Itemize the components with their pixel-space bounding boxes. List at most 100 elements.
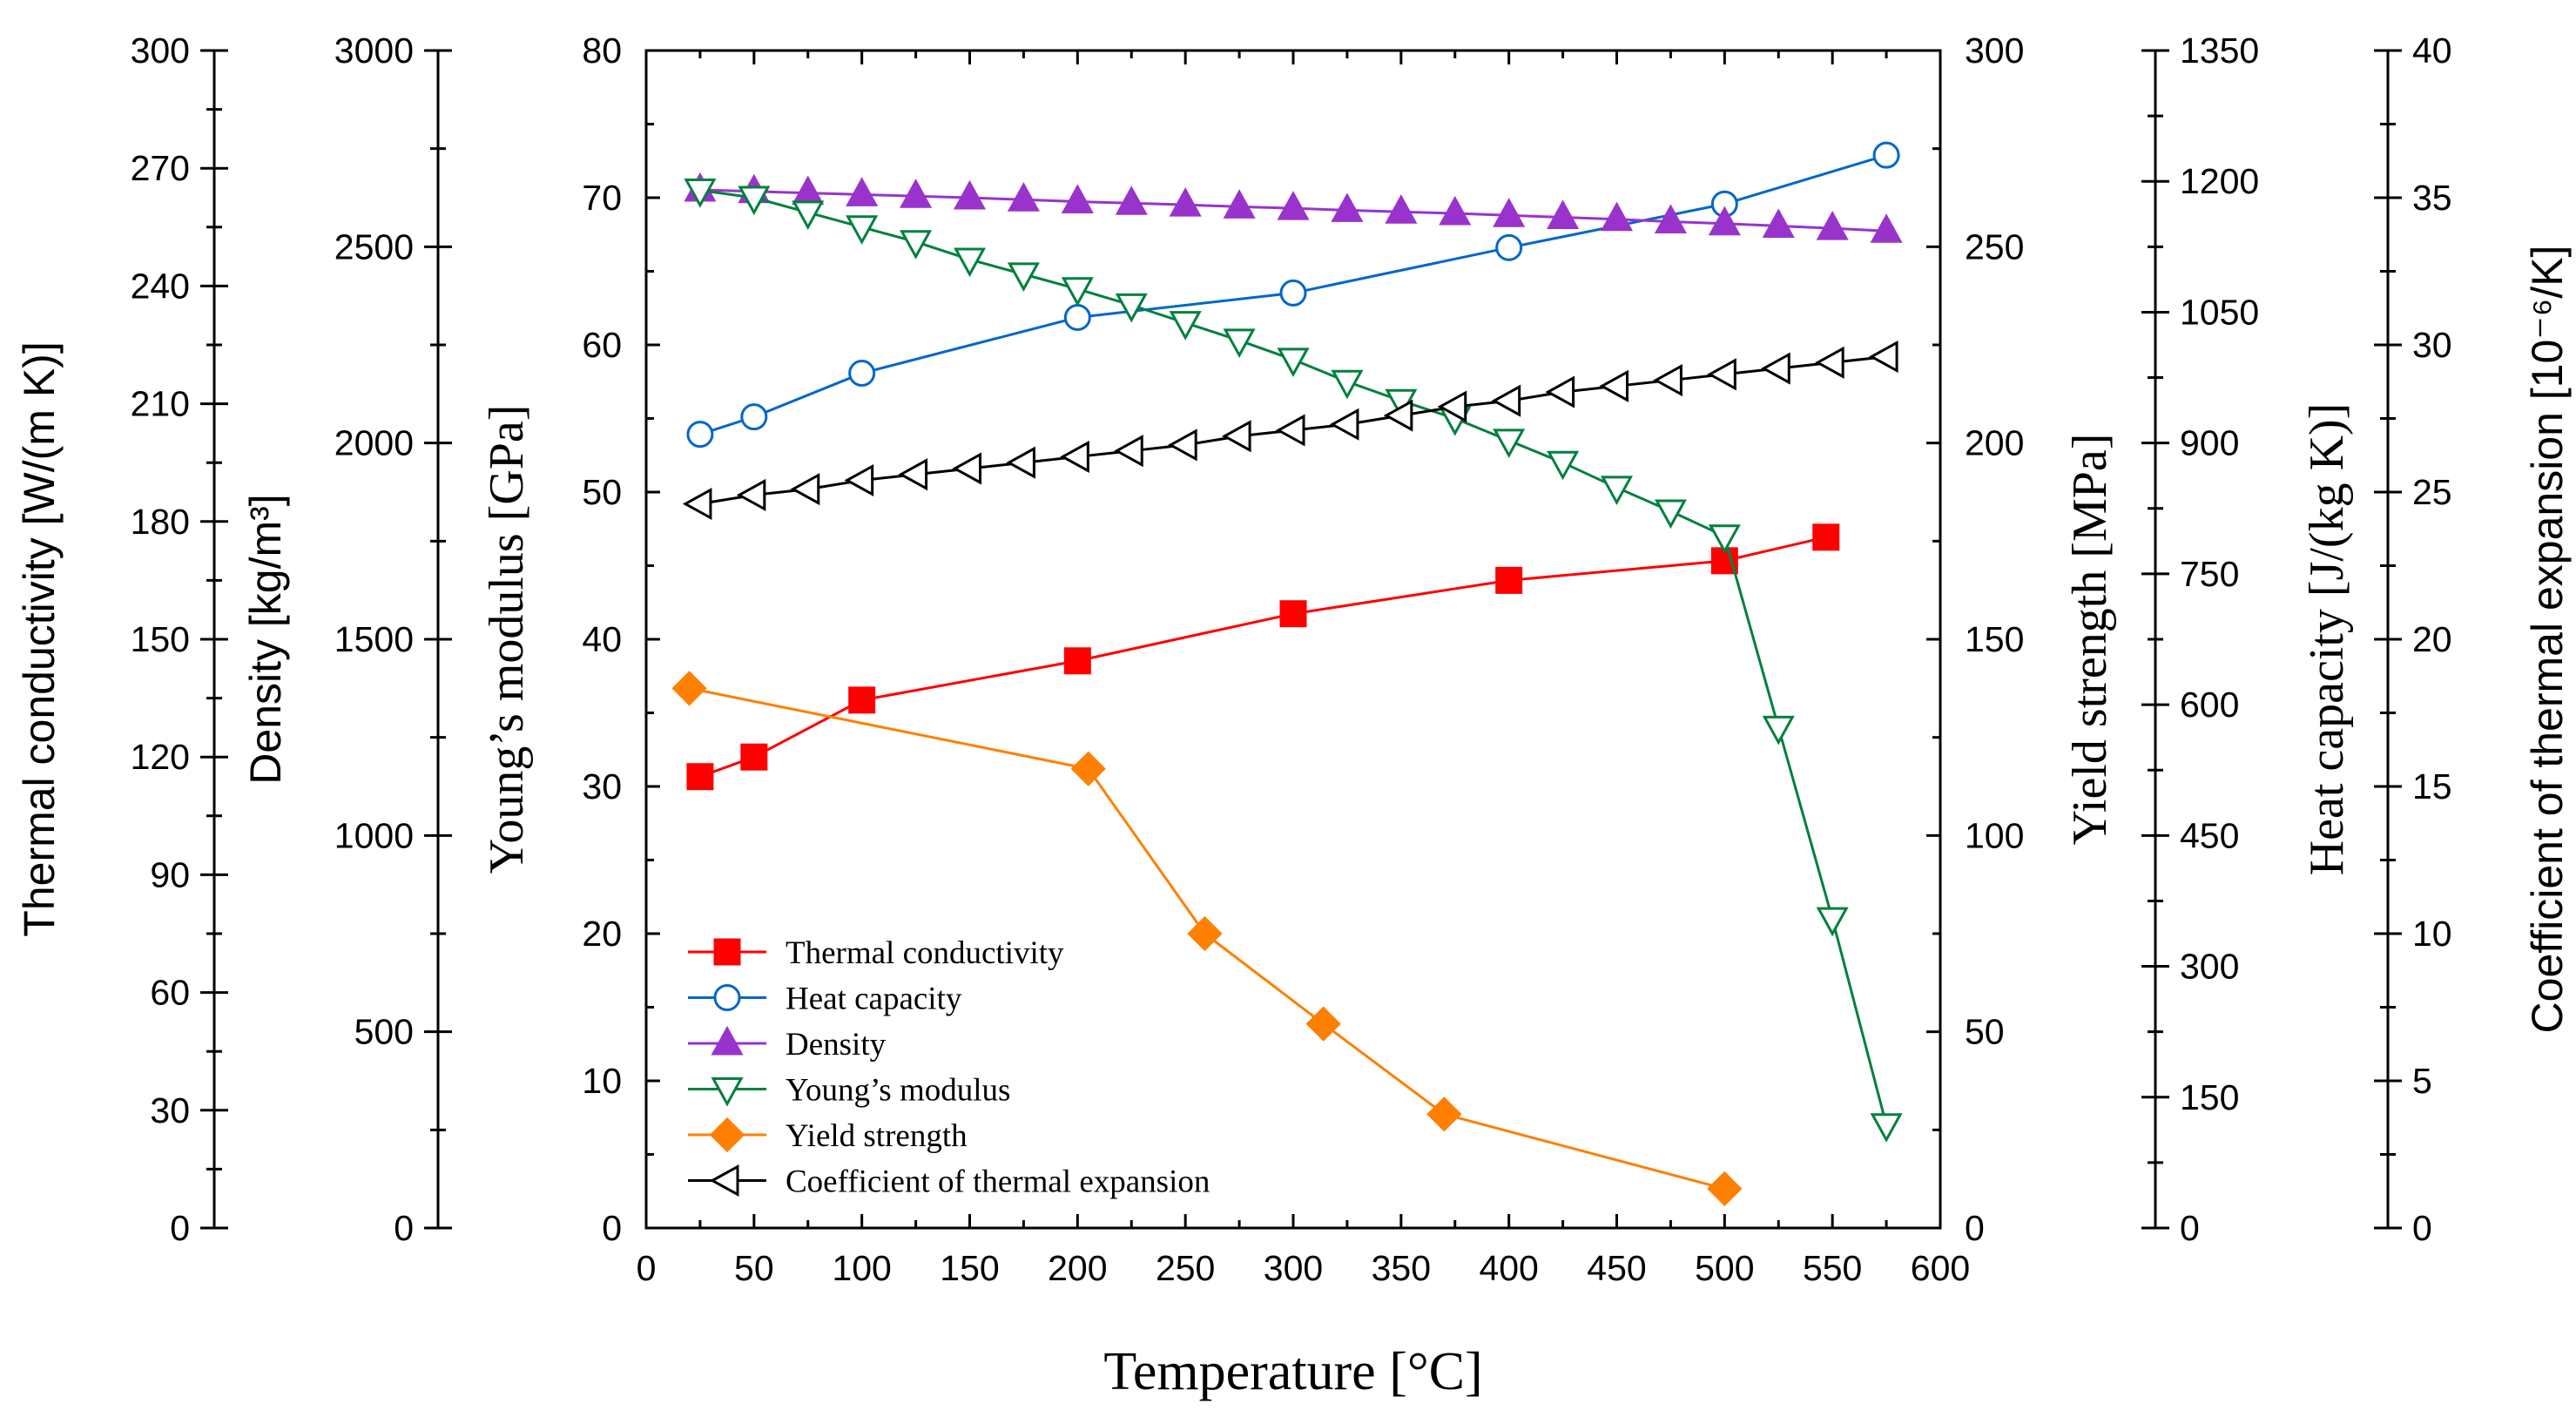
data-point-cte [1491,384,1521,417]
data-point-rho [953,179,987,210]
legend-item: Yield strength [688,1117,968,1154]
y-tick-label-ys: 300 [1965,30,2024,71]
y-tick-label-E: 80 [582,30,622,71]
data-point-E [1654,499,1687,530]
data-point-rho [1277,191,1310,220]
x-tick-label: 550 [1803,1248,1862,1288]
data-point-E [1547,450,1580,481]
y-axis-title-ys: Yield strength [MPa] [2063,434,2117,846]
data-point-rho [1816,211,1849,240]
series-line-ys [689,686,1725,1191]
x-tick-label: 450 [1587,1248,1646,1288]
data-point-E [738,186,771,216]
data-point-cte [1815,346,1844,379]
x-tick-label: 200 [1048,1248,1107,1288]
data-point-cp [686,421,714,449]
x-tick-label: 500 [1695,1248,1754,1288]
data-point-E [1600,476,1634,506]
data-point-cte [790,473,820,506]
y-tick-label-E: 20 [582,914,622,954]
data-point-cte [1761,352,1790,385]
data-point-rho [1654,204,1687,233]
data-point-cte [1383,399,1413,432]
y-tick-label-cp: 0 [2180,1208,2200,1248]
y-tick-label-tc: 240 [131,266,190,306]
data-point-cte [1060,440,1089,473]
y-axis-title-tc: Thermal conductivity [W/(m K)] [15,341,64,936]
legend-item: Thermal conductivity [688,935,1064,971]
data-point-ys [1707,1171,1743,1207]
data-point-cte [1437,390,1467,423]
data-point-rho [900,179,933,208]
y-tick-label-ys: 100 [1965,815,2024,855]
series-layer [671,141,1903,1207]
data-point-cte [1707,358,1736,391]
y-tick-label-E: 70 [582,178,622,218]
data-point-rho [1385,194,1418,224]
y-tick-label-rho: 1500 [334,619,414,659]
y-tick-label-tc: 270 [131,148,190,188]
data-point-E [1870,1113,1903,1143]
y-tick-label-cte: 15 [2412,766,2452,806]
series-tc [686,523,1840,791]
y-tick-label-E: 0 [602,1208,622,1248]
legend-marker [709,1117,745,1153]
data-point-cte [1599,369,1629,402]
data-point-E [1816,907,1849,937]
data-point-rho [1708,206,1741,236]
y-tick-label-E: 50 [582,472,622,512]
data-point-cp [848,360,876,388]
y-tick-label-cp: 600 [2180,685,2239,725]
y-axis-title-rho: Density [kg/m³] [241,494,290,784]
data-point-rho [792,175,825,206]
y-tick-label-cte: 5 [2412,1061,2432,1101]
legend-marker [711,1025,744,1056]
data-point-rho [1762,208,1795,238]
data-point-cte [844,463,874,497]
data-point-E [1708,524,1741,554]
y-tick-label-E: 40 [582,619,622,659]
y-tick-label-cte: 10 [2412,914,2452,954]
y-tick-label-tc: 90 [150,854,190,894]
y-tick-label-rho: 3000 [334,30,414,71]
legend-label: Young’s modulus [786,1073,1010,1109]
data-point-cte [1168,428,1197,462]
data-point-rho [1223,189,1256,219]
x-axis-title: Temperature [°C] [1103,1342,1482,1401]
y-tick-label-cp: 300 [2180,947,2239,987]
y-tick-label-tc: 60 [150,973,190,1013]
axes-layer: 0 50 100 150 200 250 300 350 400 450 500 550 600Temp… [15,30,2572,1401]
legend-label: Heat capacity [786,982,962,1017]
y-tick-label-rho: 0 [394,1208,414,1248]
series-line-tc [699,536,1827,779]
y-tick-label-cte: 30 [2412,325,2452,365]
data-point-tc [1063,647,1091,675]
y-tick-label-cp: 450 [2180,815,2239,855]
y-tick-label-E: 60 [582,325,622,365]
data-point-cte [1275,414,1305,447]
data-point-rho [1061,184,1094,214]
y-tick-label-cte: 0 [2412,1208,2432,1248]
data-point-cte [1114,435,1143,468]
legend-marker [709,1164,739,1198]
y-tick-label-cte: 35 [2412,178,2452,218]
y-tick-label-tc: 30 [150,1090,190,1130]
y-axis-title-cte: Coefficient of thermal expansion [10⁻⁶/K… [2523,246,2572,1034]
y-tick-label-tc: 150 [131,619,190,659]
y-tick-label-cp: 1350 [2180,30,2259,71]
data-point-cp [1063,303,1091,331]
data-point-rho [1007,182,1040,212]
data-point-ys [671,671,707,706]
x-tick-label: 250 [1156,1248,1215,1288]
data-point-E [1277,348,1310,378]
x-tick-label: 600 [1911,1248,1970,1288]
y-tick-label-E: 30 [582,766,622,806]
data-point-ys [1305,1006,1341,1042]
y-tick-label-tc: 210 [131,384,190,424]
y-tick-label-cte: 25 [2412,472,2452,512]
data-point-cp [1279,279,1307,307]
data-point-E [684,179,717,208]
data-point-cte [1221,420,1251,453]
legend-marker [711,1077,744,1107]
legend-marker [713,984,741,1011]
